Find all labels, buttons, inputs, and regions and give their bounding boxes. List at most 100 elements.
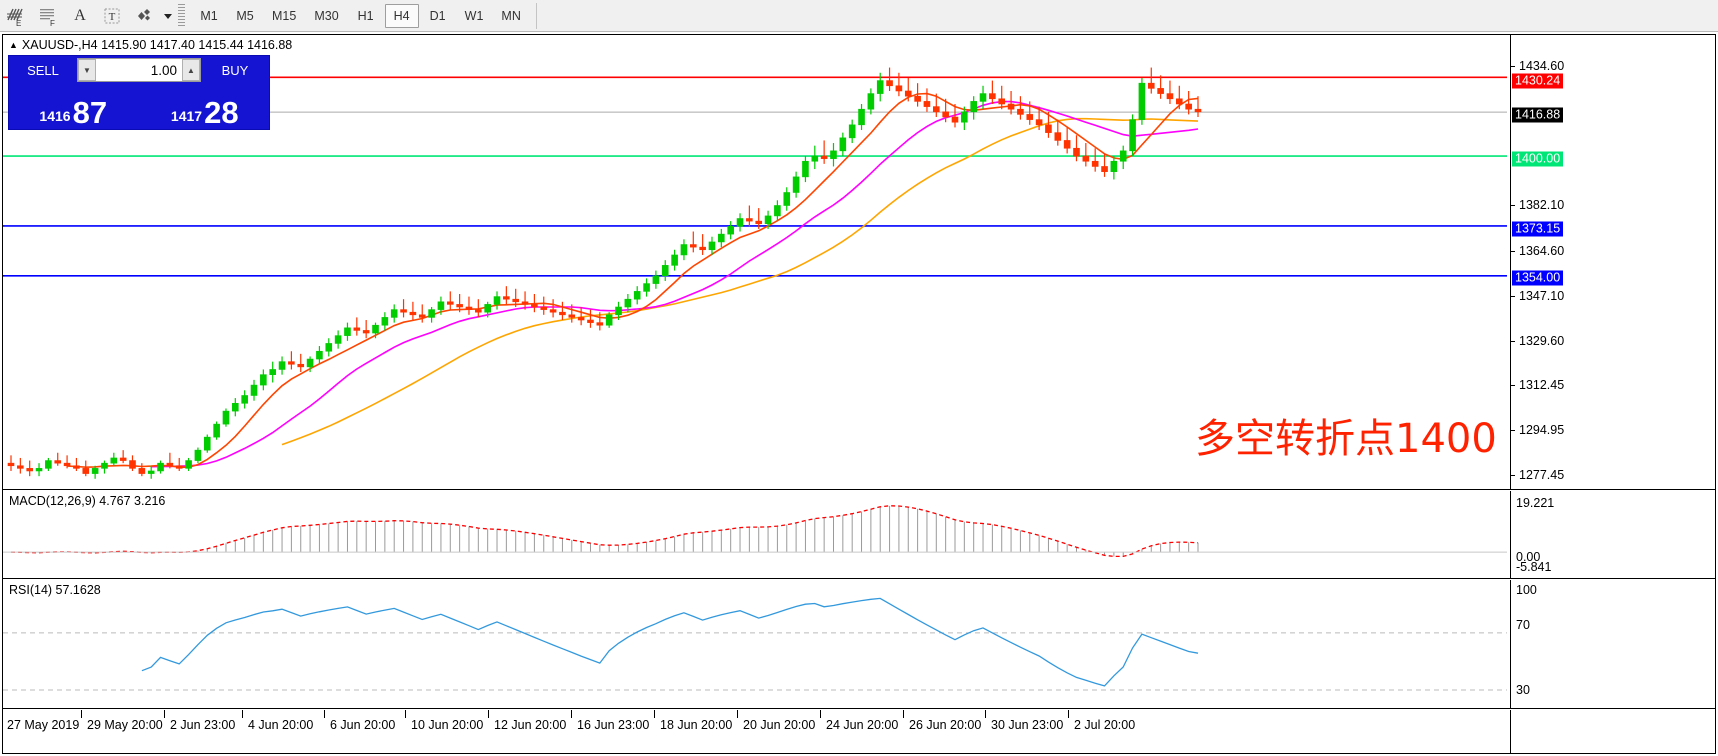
macd-svg <box>3 505 1507 558</box>
candlestick <box>932 93 940 118</box>
candlestick <box>792 171 800 198</box>
time-axis-label: 4 Jun 20:00 <box>248 718 314 732</box>
candlestick <box>876 72 884 102</box>
candlestick <box>596 312 604 331</box>
time-axis-pane[interactable]: 27 May 2019 29 May 20:00 2 Jun 23:00 4 Jun … <box>3 710 1715 753</box>
time-axis-label: 30 Jun 23:00 <box>991 718 1064 732</box>
candlestick <box>325 338 333 357</box>
candlestick <box>493 291 501 310</box>
candlestick <box>624 293 632 313</box>
rsi-pane[interactable]: RSI(14) 57.1628 100 70 30 <box>3 580 1715 709</box>
candlestick <box>278 356 286 375</box>
toolbar-separator <box>535 2 537 29</box>
candlestick <box>45 457 52 471</box>
text-label-icon[interactable]: A <box>74 6 86 24</box>
ask-price-fraction: 28 <box>204 94 239 130</box>
candlestick <box>961 106 968 131</box>
candlestick <box>727 221 734 240</box>
candlestick <box>288 351 295 370</box>
price-plot-area[interactable] <box>3 35 1510 489</box>
candlestick <box>1119 145 1127 170</box>
price-axis-tick <box>1511 430 1515 431</box>
bid-price[interactable]: 1416 87 <box>9 84 141 129</box>
price-axis-label: 1382.10 <box>1519 198 1565 212</box>
candlestick <box>512 288 520 308</box>
candlestick <box>1017 96 1024 120</box>
candlestick <box>531 293 538 313</box>
time-axis-tick <box>81 710 82 718</box>
macd-signal-line <box>10 505 1199 558</box>
one-click-trading-panel[interactable]: SELL ▼ 1.00 ▲ BUY 1416 87 1417 28 <box>8 55 270 130</box>
rsi-plot-area[interactable] <box>3 580 1510 708</box>
sell-button[interactable]: SELL <box>27 62 59 78</box>
candlestick <box>540 296 548 315</box>
candlestick <box>1035 106 1043 131</box>
price-axis-label: 1329.60 <box>1519 334 1565 348</box>
time-axis-area[interactable]: 27 May 2019 29 May 20:00 2 Jun 23:00 4 Jun … <box>3 710 1510 753</box>
candlestick <box>119 450 127 464</box>
candlestick <box>970 96 977 120</box>
period-separator-icon[interactable]: F <box>32 1 64 31</box>
timeframe-button-h1[interactable]: H1 <box>357 8 374 23</box>
macd-plot-area[interactable] <box>3 491 1510 578</box>
timeframe-button-m5[interactable]: M5 <box>236 8 254 23</box>
time-axis-label: 26 Jun 20:00 <box>909 718 982 732</box>
time-axis-tick <box>985 710 986 718</box>
chevron-down-icon[interactable] <box>160 1 176 31</box>
time-axis-corner <box>1510 710 1715 753</box>
timeframe-button-d1[interactable]: D1 <box>429 8 446 23</box>
candlestick <box>446 291 454 310</box>
candlestick <box>26 460 33 477</box>
volume-stepper[interactable]: ▼ 1.00 ▲ <box>77 58 201 82</box>
toolbar-grip[interactable] <box>178 3 185 28</box>
price-axis-tick <box>1511 385 1515 386</box>
candlestick <box>680 239 688 261</box>
price-axis-label: 1434.60 <box>1519 59 1565 73</box>
candlestick <box>297 353 305 373</box>
moving-average-line <box>281 117 1199 446</box>
candlestick <box>708 236 716 255</box>
price-axis-tick <box>1511 205 1515 206</box>
candlestick <box>549 299 557 318</box>
candlestick <box>802 156 809 183</box>
time-axis-label: 10 Jun 20:00 <box>411 718 484 732</box>
time-axis-label: 29 May 20:00 <box>87 718 163 732</box>
candlestick <box>559 301 566 321</box>
price-pane[interactable]: ▲ XAUUSD-,H4 1415.90 1417.40 1415.44 1416… <box>3 35 1715 490</box>
candlestick <box>306 356 314 373</box>
price-axis[interactable]: 1434.60 1430.24 1416.88 1400.00 1382.10 1373.… <box>1510 35 1715 489</box>
macd-pane[interactable]: MACD(12,26,9) 4.767 3.216 19.221 0.00 -5.8… <box>3 491 1715 579</box>
timeframe-button-m1[interactable]: M1 <box>200 8 218 23</box>
price-axis-badge: 1354.00 <box>1512 270 1564 286</box>
candlestick <box>185 457 192 471</box>
candlestick <box>587 309 594 328</box>
timeframe-button-w1[interactable]: W1 <box>464 8 484 23</box>
chart-annotation-text: 多空转折点1400 <box>1195 416 1497 462</box>
candlestick <box>138 463 146 477</box>
timeframe-button-mn[interactable]: MN <box>501 8 521 23</box>
candlestick <box>914 83 921 107</box>
timeframe-button-m15[interactable]: M15 <box>272 8 297 23</box>
buy-button[interactable]: BUY <box>221 62 249 78</box>
time-axis-label: 16 Jun 23:00 <box>577 718 650 732</box>
templates-icon[interactable] <box>128 1 160 31</box>
timeframe-button-h4[interactable]: H4 <box>384 3 419 28</box>
timeframe-button-m30[interactable]: M30 <box>314 8 339 23</box>
candlestick <box>400 299 407 318</box>
ask-price[interactable]: 1417 28 <box>141 84 270 129</box>
pane-collapse-icon[interactable]: ▲ <box>9 40 18 50</box>
volume-value[interactable]: 1.00 <box>150 62 177 78</box>
candlestick <box>7 455 15 471</box>
candlestick <box>605 312 613 328</box>
volume-decrease-button[interactable]: ▼ <box>78 59 96 81</box>
price-axis-label: 1277.45 <box>1519 468 1565 482</box>
candlestick <box>54 452 62 466</box>
indicators-icon[interactable]: E <box>0 1 32 31</box>
volume-increase-button[interactable]: ▲ <box>182 59 200 81</box>
text-object-icon[interactable]: T <box>96 1 128 31</box>
candlestick <box>362 320 370 339</box>
symbol-header: ▲ XAUUSD-,H4 1415.90 1417.40 1415.44 1416… <box>9 38 292 52</box>
candlestick <box>764 210 772 229</box>
candlestick <box>858 103 865 131</box>
